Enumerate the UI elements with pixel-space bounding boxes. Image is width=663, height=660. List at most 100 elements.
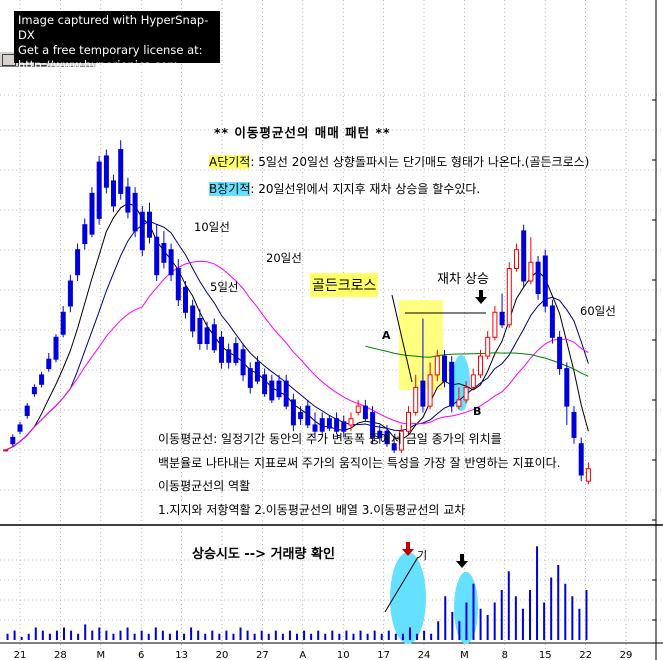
candle-body [103, 155, 109, 188]
x-tick-label: M [460, 650, 469, 660]
candle-body [564, 368, 570, 407]
candle-body [175, 268, 181, 301]
candle-body [31, 386, 37, 395]
candle-body [139, 211, 145, 251]
candle-body [398, 430, 404, 451]
candle-body [89, 192, 95, 235]
candle-body [319, 418, 325, 432]
candle-body [384, 430, 390, 445]
candle-body [326, 418, 332, 429]
candle-body [204, 327, 210, 344]
candle-body [420, 380, 426, 407]
x-tick-label: 28 [54, 650, 67, 660]
point-b-label: B [473, 405, 482, 418]
ma10-line [5, 220, 589, 451]
x-tick-label: 13 [175, 650, 188, 660]
candle-body [492, 311, 498, 338]
candle-body [197, 318, 203, 344]
ma20-label: 20일선 [266, 251, 302, 265]
candle-body [168, 249, 174, 276]
ma5-label: 5일선 [210, 280, 239, 294]
note-b-label: B장기적 [209, 182, 251, 196]
rise-arrow-head [475, 297, 487, 304]
candle-body [39, 374, 45, 385]
candle-body [276, 380, 282, 398]
volume-arrow-1-shaft [406, 542, 410, 550]
candle-body [341, 421, 347, 432]
explain-line-2: 백분율로 나타내는 지표로써 주가의 움직이는 특성을 가장 잘 반영하는 지표… [158, 456, 561, 470]
x-tick-label: 10 [337, 650, 350, 660]
explain-line-1: 이동평균선: 일정기간 동안의 주가 변동폭 중에서 금일 종가의 위치를 [158, 432, 502, 446]
annotation-overlay [384, 290, 487, 613]
candle-body [10, 436, 16, 445]
volume-arrow-2-head [456, 561, 468, 568]
x-tick-label: 15 [539, 650, 552, 660]
note-b-text: : 20일선위에서 지지후 재차 상승을 할수있다. [250, 182, 481, 196]
volume-arrow-2-shaft [460, 554, 464, 562]
candle-body [183, 286, 188, 313]
watermark-line-3: http://www.hyperionics.com [18, 58, 179, 72]
volume-arrow-1-head [402, 549, 414, 556]
rise-again-label: 재차 상승 [437, 272, 489, 287]
candle-body [485, 336, 491, 357]
candle-body [111, 180, 116, 207]
candle-body [147, 211, 152, 238]
highlight-regions [390, 300, 478, 644]
note-b: B장기적: 20일선위에서 지지후 재차 상승을 할수있다. [209, 180, 480, 197]
ma60-label: 60일선 [580, 304, 616, 318]
candle-body [506, 268, 512, 326]
x-tick-label: 17 [377, 650, 390, 660]
explain-line-3: 이동평균선의 역활 [158, 479, 251, 493]
candle-body [254, 361, 260, 382]
volume-mark: 기 [417, 549, 428, 562]
watermark-line-2: Get a free temporary license at: [18, 43, 203, 57]
volume-pointer-line [384, 556, 419, 613]
candle-body [154, 236, 160, 276]
candle-body [463, 386, 469, 401]
candle-body [226, 349, 232, 363]
x-tick-label: 8 [502, 650, 508, 660]
candle-body [298, 411, 304, 420]
ma10-label: 10일선 [194, 220, 230, 234]
candle-body [535, 261, 541, 295]
candle-body [46, 358, 52, 370]
candle-body [60, 311, 66, 335]
candle-body [262, 374, 268, 395]
volume-note: 상승시도 --> 거래량 확인 [192, 547, 335, 562]
candle-body [413, 386, 419, 413]
x-tick-label: 6 [138, 650, 144, 660]
candle-body [283, 380, 289, 407]
x-tick-label: 20 [216, 650, 229, 660]
candle-body [585, 468, 591, 482]
candle-body [499, 311, 505, 326]
candlestick-series [3, 140, 591, 485]
rise-arrow-shaft [479, 290, 483, 298]
candle-body [132, 192, 138, 232]
candle-body [348, 418, 354, 426]
candle-body [247, 368, 253, 388]
candle-body [118, 149, 124, 194]
candle-body [456, 399, 462, 407]
candle-body [161, 243, 167, 263]
candle-body [67, 280, 73, 307]
candle-body [377, 430, 383, 439]
candle-body [24, 405, 30, 417]
candle-body [470, 374, 476, 388]
candle-body [528, 261, 534, 282]
candle-body [53, 336, 59, 360]
x-tick-label: 27 [256, 650, 269, 660]
moving-average-lines [5, 202, 589, 451]
point-a-label: A [382, 329, 391, 342]
candle-body [211, 324, 217, 351]
volume-highlight-1 [390, 552, 426, 644]
candle-body [521, 230, 527, 282]
note-a: A단기적: 5일선 20일선 상향돌파시는 단기매도 형태가 나온다.(골든크로… [209, 153, 589, 170]
candle-body [514, 249, 519, 269]
pointer-line [391, 294, 413, 383]
ma60-line [365, 345, 589, 377]
ma5-line [5, 202, 589, 451]
candle-body [3, 449, 9, 452]
note-a-text: : 5일선 20일선 상향돌파시는 단기매도 형태가 나온다.(골든크로스) [250, 155, 590, 169]
x-tick-label: 29 [620, 650, 633, 660]
